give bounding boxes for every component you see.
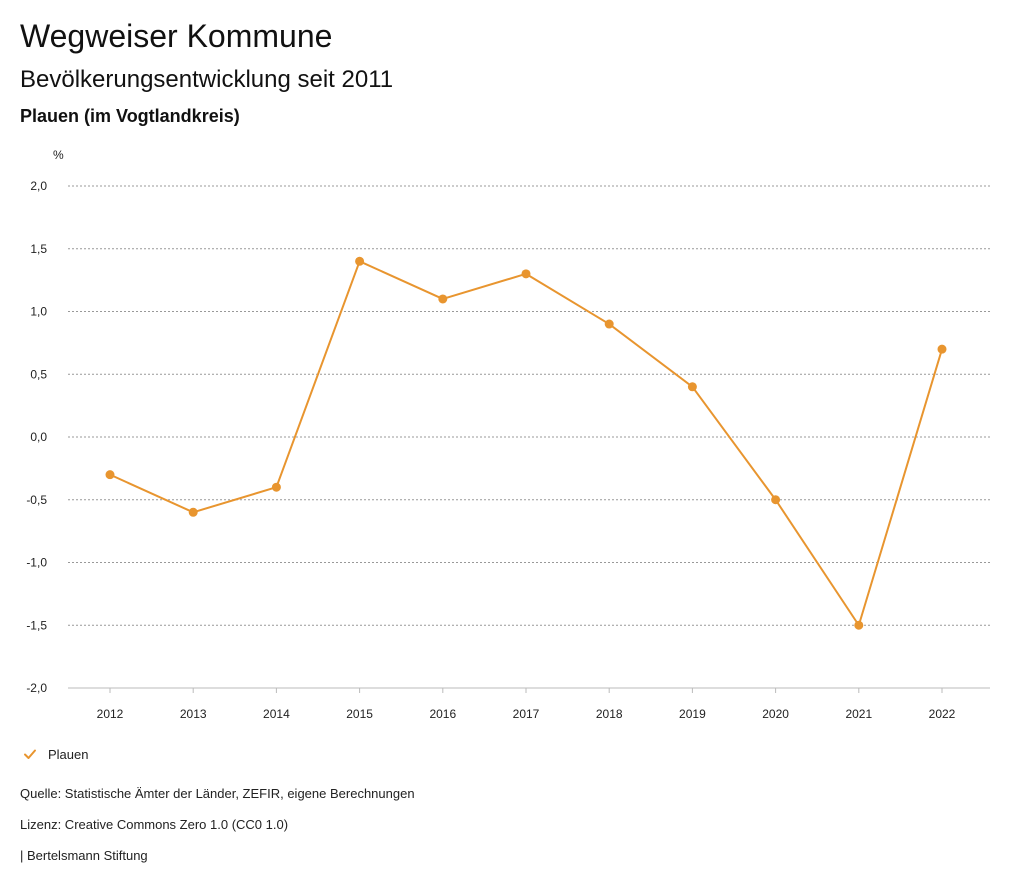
y-axis-unit-label: % (53, 148, 64, 162)
legend-label-plauen: Plauen (48, 746, 89, 762)
data-point[interactable] (687, 382, 697, 392)
x-tick-label: 2017 (513, 707, 540, 721)
y-tick-label: 1,0 (30, 305, 47, 319)
y-tick-label: 2,0 (30, 179, 47, 193)
x-tick-label: 2014 (263, 707, 290, 721)
footer-source: Quelle: Statistische Ämter der Länder, Z… (20, 786, 415, 801)
y-tick-label: -1,0 (26, 556, 47, 570)
data-point[interactable] (854, 620, 864, 630)
chart-region-title: Plauen (im Vogtlandkreis) (20, 106, 240, 126)
y-tick-label: -1,5 (26, 618, 47, 632)
data-point[interactable] (604, 319, 614, 329)
x-axis: 2012 2013 2014 2015 2016 2017 2018 2019 2020 2021… (97, 688, 956, 721)
grid-lines (68, 185, 990, 689)
x-tick-label: 2013 (180, 707, 207, 721)
y-axis: % 2,0 1,5 1,0 0,5 0,0 -0,5 -1,0 -1,5 -2,0 (26, 148, 64, 695)
x-tick-label: 2020 (762, 707, 789, 721)
data-point[interactable] (771, 495, 781, 505)
footer-license: Lizenz: Creative Commons Zero 1.0 (CC0 1… (20, 817, 289, 832)
x-tick-label: 2022 (929, 707, 956, 721)
page-subtitle: Bevölkerungsentwicklung seit 2011 (20, 66, 394, 93)
series-plauen (105, 256, 947, 630)
legend[interactable]: Plauen (22, 744, 88, 764)
x-tick-label: 2018 (596, 707, 623, 721)
y-tick-label: 0,0 (30, 430, 47, 444)
footer-publisher: | Bertelsmann Stiftung (20, 848, 148, 863)
x-tick-label: 2015 (346, 707, 373, 721)
data-point[interactable] (521, 269, 531, 279)
series-line (109, 260, 943, 627)
x-tick-label: 2021 (845, 707, 872, 721)
data-point[interactable] (271, 482, 281, 492)
data-point[interactable] (937, 344, 947, 354)
data-point[interactable] (188, 507, 198, 517)
check-mark-icon (22, 746, 38, 762)
y-tick-label: 0,5 (30, 367, 47, 381)
page-title: Wegweiser Kommune (20, 18, 333, 54)
x-tick-label: 2012 (97, 707, 124, 721)
x-tick-label: 2019 (679, 707, 706, 721)
line-chart: % 2,01,51,00,50,0-0,5-1,0-1,5-2,0 2012 20… (26, 148, 990, 721)
data-point[interactable] (438, 294, 448, 304)
y-tick-label: -2,0 (26, 681, 47, 695)
data-point[interactable] (105, 470, 115, 480)
y-tick-label: 1,5 (30, 242, 47, 256)
data-point[interactable] (355, 256, 365, 266)
y-tick-label: -0,5 (26, 493, 47, 507)
x-tick-label: 2016 (429, 707, 456, 721)
